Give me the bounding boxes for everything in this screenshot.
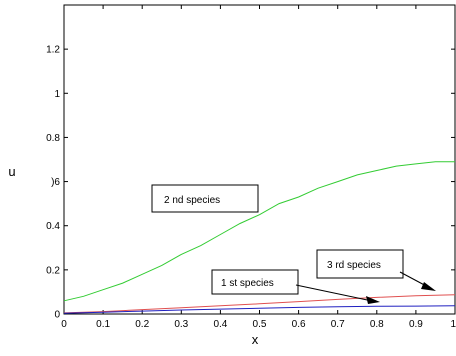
x-tick-label: 0.7 bbox=[331, 319, 345, 330]
annotation-arrowhead-3rd bbox=[421, 282, 436, 291]
x-tick-label: 0.3 bbox=[174, 319, 188, 330]
annotation-arrowhead-1st bbox=[366, 296, 380, 304]
x-tick-label: 0.9 bbox=[409, 319, 423, 330]
y-tick-label: 0.4 bbox=[46, 221, 60, 232]
annotation-arrow-1st bbox=[295, 284, 373, 302]
y-axis-label: u bbox=[8, 164, 15, 179]
series-line-1st-species bbox=[63, 305, 456, 314]
x-tick-label: 0.4 bbox=[213, 319, 227, 330]
x-tick-label: 0.8 bbox=[370, 319, 384, 330]
y-tick-label: 1.2 bbox=[46, 45, 60, 56]
series-line-3rd-species bbox=[63, 294, 456, 314]
annotation-box-1st bbox=[211, 269, 299, 295]
series-lines bbox=[63, 161, 456, 314]
series-line-2nd-species bbox=[63, 161, 455, 302]
x-tick-label: 1 bbox=[450, 319, 456, 330]
y-tick-label: )6 bbox=[51, 177, 60, 188]
x-tick-label: 0.5 bbox=[253, 319, 267, 330]
x-tick-label: 0 bbox=[61, 319, 67, 330]
y-tick-label: 0.8 bbox=[46, 133, 60, 144]
annotation-box-3rd bbox=[316, 249, 404, 279]
y-tick-label: 0 bbox=[54, 310, 60, 321]
annotation-3rd-species: 3 rd species bbox=[327, 260, 381, 271]
y-tick-label: 0.2 bbox=[46, 265, 60, 276]
y-axis-ticks: 0 0.2 0.4 )6 0.8 1 1.2 bbox=[46, 45, 455, 321]
annotation-box-2nd bbox=[151, 184, 259, 213]
annotations: 2 nd species 1 st species 3 rd species bbox=[151, 184, 436, 304]
x-axis-ticks: 0 0.1 0.2 0.3 0.4 0.5 0.6 0.7 0.8 0.9 1 bbox=[61, 5, 456, 330]
annotation-2nd-species: 2 nd species bbox=[164, 195, 220, 206]
x-tick-label: 0.6 bbox=[292, 319, 306, 330]
x-axis-label: x bbox=[252, 332, 259, 347]
y-tick-label: 1 bbox=[54, 89, 60, 100]
x-tick-label: 0.1 bbox=[96, 319, 110, 330]
annotation-1st-species: 1 st species bbox=[221, 278, 274, 289]
x-tick-label: 0.2 bbox=[135, 319, 149, 330]
